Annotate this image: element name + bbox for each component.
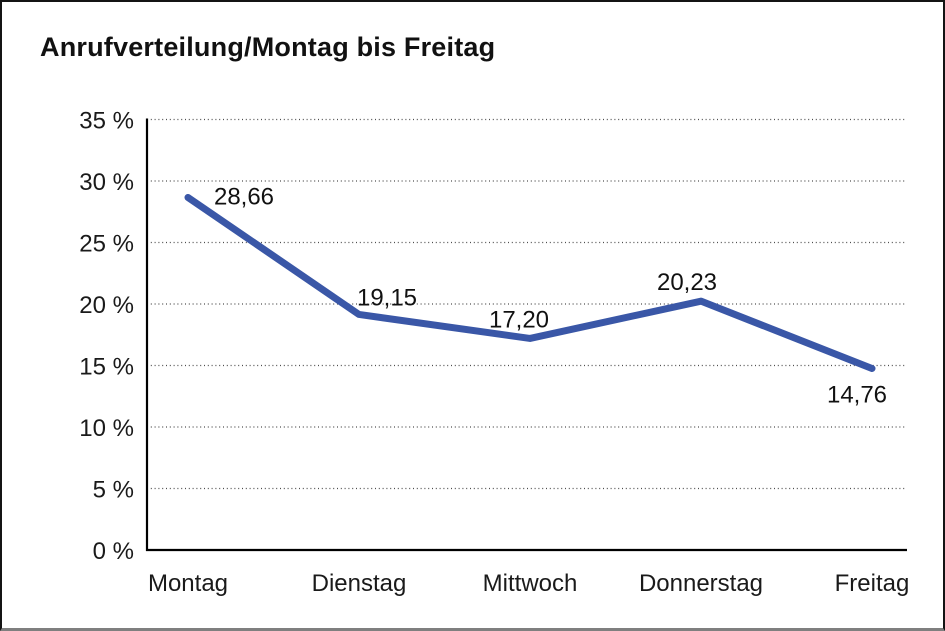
x-category-label: Mittwoch <box>483 570 578 597</box>
data-point-label: 28,66 <box>214 183 274 210</box>
y-tick-label: 35 % <box>79 108 134 135</box>
data-point-label: 17,20 <box>489 306 549 333</box>
data-line <box>184 193 876 372</box>
y-tick-label: 25 % <box>79 231 134 258</box>
chart-title: Anrufverteilung/Montag bis Freitag <box>40 32 496 62</box>
y-tick-label: 30 % <box>79 169 134 196</box>
y-tick-label: 10 % <box>79 415 134 442</box>
data-point-label: 20,23 <box>657 269 717 296</box>
data-point-label: 14,76 <box>827 381 887 408</box>
x-category-label: Donnerstag <box>639 570 763 597</box>
y-tick-label: 0 % <box>93 538 134 565</box>
x-category-label: Freitag <box>835 570 910 597</box>
x-category-label: Montag <box>148 570 228 597</box>
data-point-label: 19,15 <box>357 284 417 311</box>
x-category-label: Dienstag <box>312 570 407 597</box>
y-tick-label: 20 % <box>79 292 134 319</box>
y-tick-label: 5 % <box>93 477 134 504</box>
y-tick-label: 15 % <box>79 354 134 381</box>
